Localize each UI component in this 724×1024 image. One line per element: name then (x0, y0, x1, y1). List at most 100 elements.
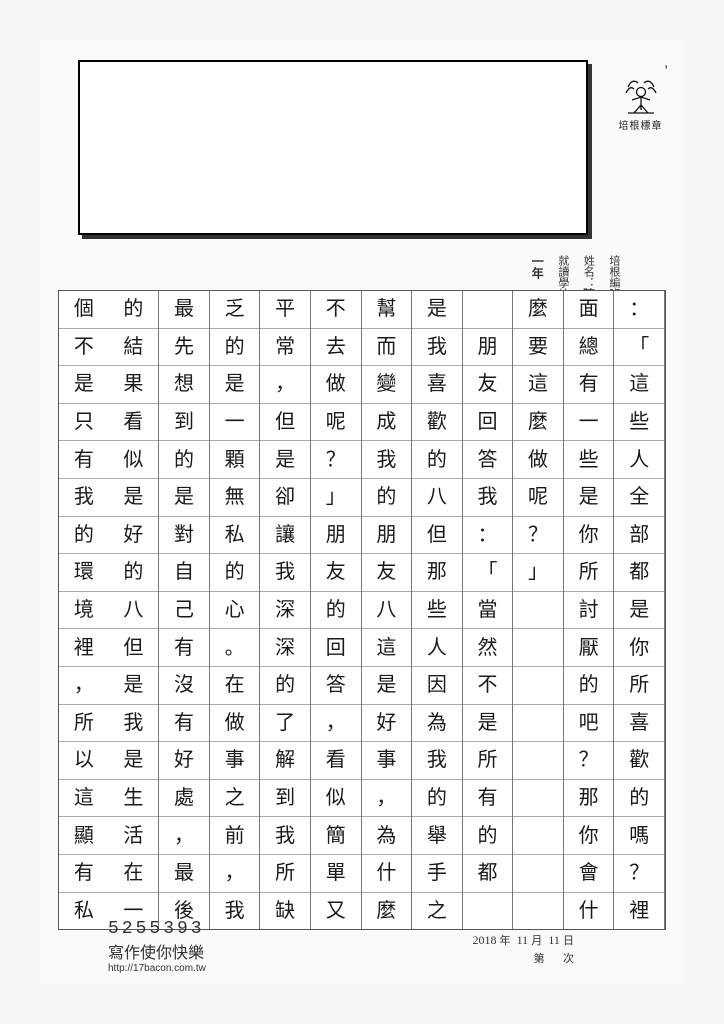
grid-cell: 是 (109, 479, 159, 517)
grid-cell: 這 (362, 629, 412, 667)
grid-cell: 到 (260, 780, 310, 818)
grid-cell: 你 (614, 629, 664, 667)
grid-cell: 對 (159, 517, 209, 555)
grid-cell: 私 (59, 893, 109, 930)
grid-cell: 做 (513, 441, 563, 479)
grid-cell: 要 (513, 329, 563, 367)
grid-cell: 的 (59, 517, 109, 555)
grid-cell: 的 (109, 291, 159, 329)
grid-cell: 事 (362, 742, 412, 780)
grid-column: 最先想到的是對自己有沒有好處，最後 (159, 291, 210, 929)
grid-column: ：「這些人全部都是你所喜歡的嗎？裡 (614, 291, 665, 929)
grid-cell: 卻 (260, 479, 310, 517)
grid-cell: 的 (159, 441, 209, 479)
grid-cell: 到 (159, 404, 209, 442)
grid-cell: ？ (614, 855, 664, 893)
grid-cell: 私 (210, 517, 260, 555)
grid-cell (513, 705, 563, 743)
grid-cell: 我 (59, 479, 109, 517)
website-url: http://17bacon.com.tw (108, 963, 206, 974)
grid-column: 的結果看似是好的八但是我是生活在一 (109, 291, 160, 929)
grid-cell: ？ (564, 742, 614, 780)
grid-cell: 為 (412, 705, 462, 743)
grid-cell: 人 (614, 441, 664, 479)
grid-cell: 我 (412, 329, 462, 367)
grid-column: 朋友回答我：「當然不是所有的都 (463, 291, 514, 929)
grid-cell: 是 (109, 667, 159, 705)
grid-cell: 是 (159, 479, 209, 517)
grid-cell: 」 (513, 554, 563, 592)
grid-cell: 你 (564, 817, 614, 855)
grid-cell (513, 592, 563, 630)
grid-cell: 好 (109, 517, 159, 555)
grid-cell: 吧 (564, 705, 614, 743)
grid-cell: ： (463, 517, 513, 555)
grid-cell: 因 (412, 667, 462, 705)
grid-cell: 乏 (210, 291, 260, 329)
grid-cell: 友 (362, 554, 412, 592)
grid-cell (463, 291, 513, 329)
grid-cell: 麼 (513, 404, 563, 442)
grid-cell: 沒 (159, 667, 209, 705)
grid-cell: 八 (362, 592, 412, 630)
grid-cell: 歡 (614, 742, 664, 780)
grid-cell: 而 (362, 329, 412, 367)
grid-cell: 」 (311, 479, 361, 517)
grid-cell: 在 (109, 855, 159, 893)
grid-cell: 活 (109, 817, 159, 855)
bacon-stamp: 培根標章 (613, 75, 668, 132)
grid-cell: 朋 (362, 517, 412, 555)
grid-column: 個不是只有我的環境裡，所以這顯有私 (59, 291, 109, 929)
grid-column: 麼要這麼做呢？」 (513, 291, 564, 929)
grid-cell: 「 (463, 554, 513, 592)
name-field: 姓名： 陳楷廷 (580, 255, 596, 285)
grid-cell: 友 (311, 554, 361, 592)
grid-column: 幫而變成我的朋友八這是好事，為什麼 (362, 291, 413, 929)
grid-cell: 我 (260, 817, 310, 855)
grid-cell: 顆 (210, 441, 260, 479)
grid-cell: 之 (210, 780, 260, 818)
grid-cell: 「 (614, 329, 664, 367)
grid-cell: 看 (311, 742, 361, 780)
grid-cell: 是 (463, 705, 513, 743)
stamp-label: 培根標章 (613, 117, 668, 132)
grid-cell: ？ (513, 517, 563, 555)
grid-cell: 有 (59, 441, 109, 479)
school-field: 就讀學校： 新竹生學 (554, 255, 570, 285)
grid-cell: 答 (463, 441, 513, 479)
grid-cell: 些 (564, 441, 614, 479)
grid-cell: 我 (412, 742, 462, 780)
grid-cell: 呢 (311, 404, 361, 442)
slogan-text: 寫作使你快樂 (108, 939, 206, 963)
grid-cell: 但 (109, 629, 159, 667)
grid-cell: 的 (260, 667, 310, 705)
grid-cell: 成 (362, 404, 412, 442)
grid-cell: 深 (260, 592, 310, 630)
grid-cell: 人 (412, 629, 462, 667)
grid-column: 平常，但是卻讓我深深的了解到我所缺 (260, 291, 311, 929)
grid-cell: 有 (159, 629, 209, 667)
grid-cell: 平 (260, 291, 310, 329)
grid-cell: 的 (564, 667, 614, 705)
grid-cell: 麼 (513, 291, 563, 329)
grid-cell: 幫 (362, 291, 412, 329)
grid-cell: 變 (362, 366, 412, 404)
grid-cell: 去 (311, 329, 361, 367)
grid-cell: ， (59, 667, 109, 705)
grid-cell: 你 (564, 517, 614, 555)
grid-cell: 我 (260, 554, 310, 592)
grid-cell: 的 (412, 780, 462, 818)
grid-cell (513, 780, 563, 818)
grid-cell: 是 (59, 366, 109, 404)
grid-column: 不去做呢？」朋友的回答，看似簡單又 (311, 291, 362, 929)
grid-cell: 但 (412, 517, 462, 555)
stamp-icon (620, 75, 662, 115)
grid-cell: 的 (463, 817, 513, 855)
grid-cell: 好 (362, 705, 412, 743)
grid-cell: 缺 (260, 893, 310, 930)
grid-cell: 我 (362, 441, 412, 479)
grid-cell: 嗎 (614, 817, 664, 855)
grid-cell: 處 (159, 780, 209, 818)
grid-cell: 什 (362, 855, 412, 893)
grid-cell: 厭 (564, 629, 614, 667)
